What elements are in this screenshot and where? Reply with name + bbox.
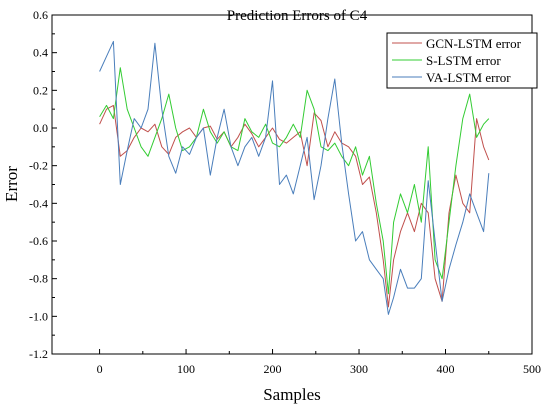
y-tick-label: 0.6: [33, 8, 48, 22]
series-line-s-lstm-error: [99, 67, 490, 295]
x-tick-label: 0: [97, 362, 103, 376]
chart-title: Prediction Errors of C4: [227, 8, 368, 24]
y-tick-label: 0.4: [33, 46, 48, 60]
legend-item-s-lstm: S-LSTM error: [392, 53, 501, 68]
x-tick-label: 500: [523, 362, 541, 376]
series-line-va-lstm-error: [99, 40, 490, 315]
series-layer: [99, 40, 490, 315]
y-axis: 0.6 0.4 0.2 0.0 -0.2 -0.4 -0.6 -0.8 -1.0 -1.2: [29, 8, 57, 361]
x-axis: 0 100 200 300 400 500: [97, 349, 541, 376]
y-tick-label: -0.8: [29, 272, 48, 286]
y-tick-label: -1.2: [29, 347, 48, 361]
y-tick-label: -1.0: [29, 309, 48, 323]
y-tick-label: 0.2: [33, 83, 48, 97]
x-tick-label: 300: [350, 362, 368, 376]
legend-label-gcn-lstm: GCN-LSTM error: [426, 36, 522, 51]
y-tick-label: -0.4: [29, 196, 48, 210]
y-tick-label: -0.6: [29, 234, 48, 248]
series-line-gcn-lstm-error: [99, 104, 490, 308]
legend-label-s-lstm: S-LSTM error: [426, 53, 501, 68]
x-tick-label: 200: [264, 362, 282, 376]
x-tick-label: 400: [437, 362, 455, 376]
legend-item-va-lstm: VA-LSTM error: [392, 70, 511, 85]
x-tick-label: 100: [177, 362, 195, 376]
legend: GCN-LSTM error S-LSTM error VA-LSTM erro…: [386, 32, 538, 89]
x-axis-label: Samples: [263, 385, 321, 404]
y-axis-label: Error: [2, 166, 21, 202]
legend-item-gcn-lstm: GCN-LSTM error: [392, 36, 522, 51]
legend-label-va-lstm: VA-LSTM error: [426, 70, 511, 85]
y-tick-label: -0.2: [29, 159, 48, 173]
plot-area: 0.6 0.4 0.2 0.0 -0.2 -0.4 -0.6 -0.8 -1.0 -1.2 0 10…: [29, 8, 541, 376]
y-tick-label: 0.0: [33, 121, 48, 135]
